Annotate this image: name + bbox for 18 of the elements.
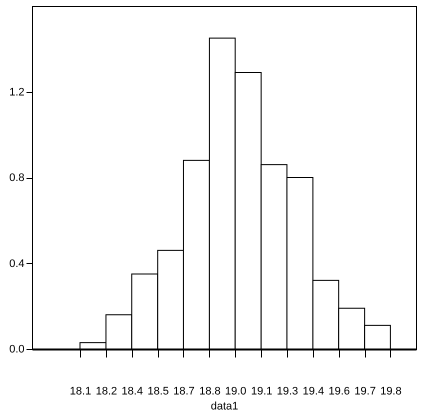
x-tick-label: 18.8 [199, 386, 221, 398]
x-tick-label: 19.8 [380, 386, 402, 398]
x-tick-label: 19.7 [354, 386, 376, 398]
x-tick-label: 18.5 [147, 386, 169, 398]
y-tick-label: 0.0 [9, 344, 24, 356]
y-tick-label: 0.8 [9, 172, 24, 184]
y-tick-label: 1.2 [9, 86, 24, 98]
x-tick-label: 18.2 [96, 386, 118, 398]
x-tick-label: 18.7 [173, 386, 195, 398]
x-axis-title: data1 [210, 400, 238, 411]
x-tick-label: 19.0 [224, 386, 246, 398]
x-tick-label: 18.1 [70, 386, 92, 398]
x-tick-label: 19.3 [276, 386, 298, 398]
x-tick-label: 19.4 [302, 386, 324, 398]
x-tick-label: 19.6 [328, 386, 350, 398]
y-tick-label: 0.4 [9, 258, 24, 270]
x-tick-label: 18.4 [122, 386, 143, 398]
x-tick-label: 19.1 [250, 386, 272, 398]
